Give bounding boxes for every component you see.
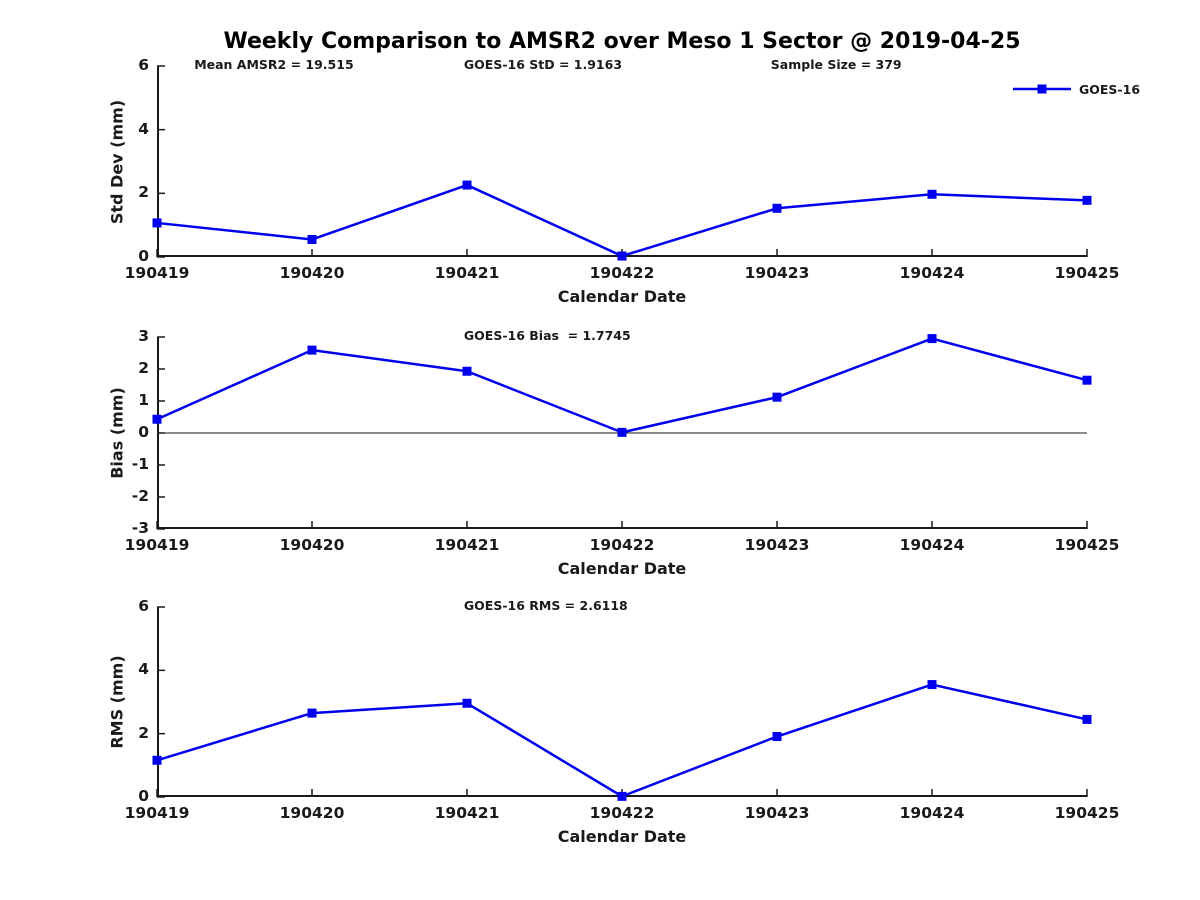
data-point-marker — [927, 189, 937, 199]
annotation-rms-0: GOES-16 RMS = 2.6118 — [463, 598, 628, 613]
x-tick-label: 190423 — [744, 804, 810, 822]
data-point-marker — [152, 755, 162, 765]
legend-line-sample — [1013, 84, 1071, 94]
plot-area-rms — [152, 606, 1092, 801]
data-point-marker — [617, 251, 627, 261]
data-point-marker — [462, 698, 472, 708]
x-axis-label-bias: Calendar Date — [557, 559, 687, 578]
x-tick-label: 190423 — [744, 264, 810, 282]
data-point-marker — [307, 708, 317, 718]
plot-area-bias — [152, 334, 1092, 530]
data-point-marker — [772, 203, 782, 213]
x-tick-label: 190420 — [279, 536, 345, 554]
x-tick-label: 190422 — [589, 804, 655, 822]
x-tick-label: 190420 — [279, 264, 345, 282]
data-point-marker — [152, 218, 162, 228]
y-tick-label: 0 — [138, 247, 149, 265]
data-point-marker — [152, 414, 162, 424]
data-point-marker — [1082, 375, 1092, 385]
x-tick-label: 190425 — [1054, 536, 1120, 554]
legend-square-marker-icon — [1037, 84, 1047, 94]
y-axis-label-bias: Bias (mm) — [107, 387, 127, 479]
annotation-std-dev-0: Mean AMSR2 = 19.515 — [194, 57, 354, 72]
x-tick-label: 190423 — [744, 536, 810, 554]
y-tick-label: 1 — [138, 391, 149, 409]
legend-label: GOES-16 — [1079, 81, 1141, 97]
data-point-marker — [617, 791, 627, 801]
x-tick-label: 190421 — [434, 536, 500, 554]
x-axis-label-std-dev: Calendar Date — [557, 287, 687, 306]
data-point-marker — [1082, 195, 1092, 205]
x-tick-label: 190424 — [899, 264, 965, 282]
y-tick-label: 4 — [138, 119, 149, 138]
axis-lines — [157, 66, 1087, 257]
y-axis-label-rms: RMS (mm) — [107, 655, 127, 749]
data-point-marker — [927, 334, 937, 344]
y-tick-label: 2 — [138, 183, 149, 202]
x-tick-label: 190425 — [1054, 264, 1120, 282]
y-tick-label: 3 — [138, 327, 149, 345]
y-tick-label: 0 — [138, 423, 149, 441]
x-tick-label: 190420 — [279, 804, 345, 822]
x-tick-label: 190425 — [1054, 804, 1120, 822]
data-point-marker — [307, 234, 317, 244]
y-tick-label: 6 — [138, 56, 149, 74]
subplot-bias: 190419 190420 190421 190422 190423 190424 1904… — [108, 327, 1120, 578]
subplot-rms: 190419 190420 190421 190422 190423 190424 1904… — [108, 597, 1120, 846]
axis-lines — [157, 607, 1087, 797]
y-tick-label: -3 — [131, 519, 149, 537]
annotation-std-dev-1: GOES-16 StD = 1.9163 — [463, 57, 623, 72]
plot-area-std-dev — [152, 65, 1092, 261]
data-point-marker — [307, 345, 317, 355]
x-tick-label: 190424 — [899, 536, 965, 554]
data-point-marker — [772, 392, 782, 402]
series-line-goes-16 — [156, 683, 1088, 798]
y-tick-label: 2 — [138, 723, 149, 742]
x-tick-label: 190422 — [589, 264, 655, 282]
x-tick-label: 190419 — [124, 536, 190, 554]
y-tick-label: 4 — [138, 660, 149, 679]
x-tick-label: 190421 — [434, 804, 500, 822]
x-tick-label: 190419 — [124, 264, 190, 282]
data-point-marker — [772, 732, 782, 742]
y-tick-label: -1 — [131, 455, 149, 473]
data-point-marker — [1082, 714, 1092, 724]
x-tick-label: 190419 — [124, 804, 190, 822]
data-point-marker — [617, 427, 627, 437]
series-line-goes-16 — [156, 337, 1088, 434]
y-tick-label: 6 — [138, 597, 149, 615]
annotation-std-dev-2: Sample Size = 379 — [770, 57, 902, 72]
y-tick-label: 0 — [138, 787, 149, 805]
x-tick-label: 190421 — [434, 264, 500, 282]
y-axis-label-std-dev: Std Dev (mm) — [107, 99, 127, 224]
data-point-marker — [462, 366, 472, 376]
legend: GOES-16 — [1013, 81, 1140, 97]
subplot-std-dev: 190419 190420 190421 190422 190423 190424 1904… — [108, 56, 1120, 306]
y-tick-label: -2 — [131, 487, 149, 505]
x-tick-label: 190424 — [899, 804, 965, 822]
y-tick-label: 2 — [138, 359, 149, 377]
data-point-marker — [927, 680, 937, 690]
figure-title: Weekly Comparison to AMSR2 over Meso 1 S… — [223, 29, 1021, 54]
data-point-marker — [462, 180, 472, 190]
x-tick-label: 190422 — [589, 536, 655, 554]
annotation-bias-0: GOES-16 Bias = 1.7745 — [463, 328, 631, 343]
x-axis-label-rms: Calendar Date — [557, 827, 687, 846]
series-line-goes-16 — [156, 183, 1088, 258]
